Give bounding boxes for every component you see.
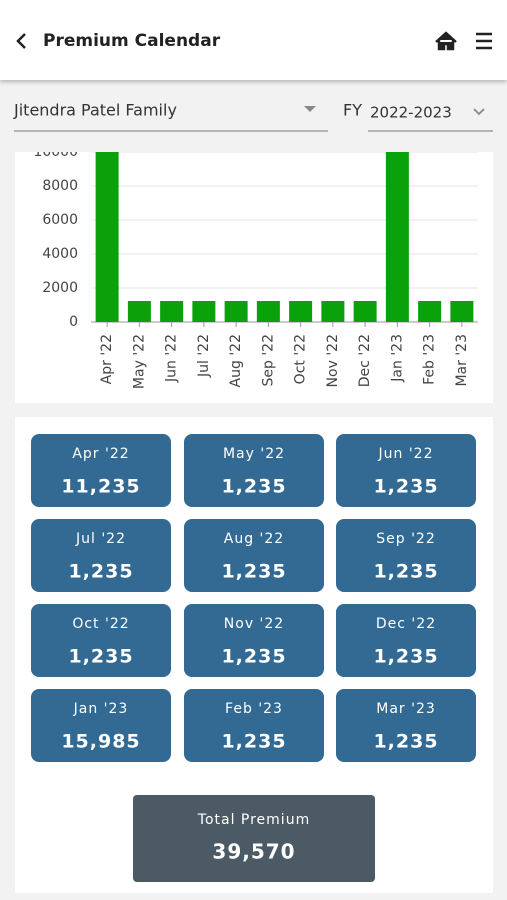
month-card	[184, 434, 324, 507]
x-tick-label: Mar '23	[454, 334, 470, 387]
x-tick-label: May '22	[131, 334, 147, 389]
month-amount: 15,985	[61, 731, 140, 753]
fy-select[interactable]: 2022-2023	[370, 104, 452, 122]
month-label: Feb '23	[225, 701, 283, 717]
total-label: Total Premium	[197, 812, 310, 828]
x-tick-label: Feb '23	[422, 334, 438, 385]
month-grid: Apr '22 11,235 May '22 1,235 Jun '22 1,235 Jul…	[31, 434, 476, 762]
month-label: Apr '22	[72, 446, 129, 462]
chart-card	[15, 152, 493, 403]
page-title: Premium Calendar	[43, 31, 221, 51]
bar	[160, 301, 184, 322]
back-button[interactable]	[16, 33, 26, 49]
month-amount: 1,235	[373, 731, 438, 753]
month-amount: 1,235	[373, 476, 438, 498]
x-tick-label: Sep '22	[260, 334, 276, 387]
x-tick-label: Apr '22	[99, 334, 115, 384]
x-tick-label: Dec '22	[357, 334, 373, 387]
month-amount: 1,235	[373, 646, 438, 668]
month-amount: 1,235	[221, 731, 286, 753]
bar	[192, 301, 216, 322]
month-amount: 1,235	[221, 561, 286, 583]
chart: 0 2000 4000 6000 8000 10000 Apr '22 May '22 Jun …	[33, 144, 478, 389]
month-label: Sep '22	[376, 531, 436, 547]
month-card	[184, 604, 324, 677]
month-label: Mar '23	[376, 701, 436, 717]
month-card	[336, 519, 476, 592]
bar	[289, 301, 313, 322]
x-tick-label: Jan '23	[389, 334, 405, 383]
month-label: Dec '22	[376, 616, 436, 632]
y-tick-label: 4000	[42, 246, 78, 262]
month-label: May '22	[223, 446, 285, 462]
month-label: Aug '22	[224, 531, 284, 547]
y-tick-label: 2000	[42, 280, 78, 296]
bar	[95, 152, 119, 322]
bar	[353, 301, 377, 322]
dropdown-arrow	[304, 106, 316, 112]
bar	[224, 301, 248, 322]
month-amount: 1,235	[68, 646, 133, 668]
y-tick-label: 10000	[33, 144, 78, 160]
month-amount: 1,235	[221, 476, 286, 498]
month-card	[336, 689, 476, 762]
family-select[interactable]: Jitendra Patel Family	[13, 101, 177, 120]
month-label: Jun '22	[378, 446, 434, 462]
home-button[interactable]	[435, 31, 457, 51]
bar	[385, 152, 409, 322]
fy-label: FY	[343, 101, 362, 120]
month-amount: 11,235	[61, 476, 140, 498]
month-amount: 1,235	[221, 646, 286, 668]
bar	[256, 301, 280, 322]
month-card	[184, 519, 324, 592]
bar	[450, 301, 474, 322]
month-card	[31, 689, 171, 762]
month-card	[184, 689, 324, 762]
bar	[418, 301, 442, 322]
month-card	[336, 604, 476, 677]
x-tick-label: Jul '22	[196, 334, 212, 378]
total-box	[133, 795, 375, 882]
y-tick-label: 6000	[42, 212, 78, 228]
x-tick-label: Aug '22	[228, 334, 244, 387]
month-label: Nov '22	[224, 616, 284, 632]
month-card	[336, 434, 476, 507]
month-amount: 1,235	[373, 561, 438, 583]
app-bar	[0, 0, 507, 80]
bar	[127, 301, 151, 322]
month-amount: 1,235	[68, 561, 133, 583]
x-tick-label: Jun '22	[164, 334, 180, 383]
total-value: 39,570	[212, 840, 295, 864]
y-tick-label: 0	[69, 314, 78, 330]
month-label: Jan '23	[73, 701, 129, 717]
month-label: Oct '22	[72, 616, 129, 632]
month-label: Jul '22	[75, 531, 126, 547]
menu-button[interactable]	[476, 32, 492, 50]
bar	[321, 301, 345, 322]
x-tick-label: Nov '22	[325, 334, 341, 387]
y-tick-label: 8000	[42, 178, 78, 194]
x-tick-label: Oct '22	[293, 334, 309, 384]
month-card	[31, 519, 171, 592]
month-card	[31, 604, 171, 677]
month-card	[31, 434, 171, 507]
dropdown-arrow	[473, 108, 485, 116]
